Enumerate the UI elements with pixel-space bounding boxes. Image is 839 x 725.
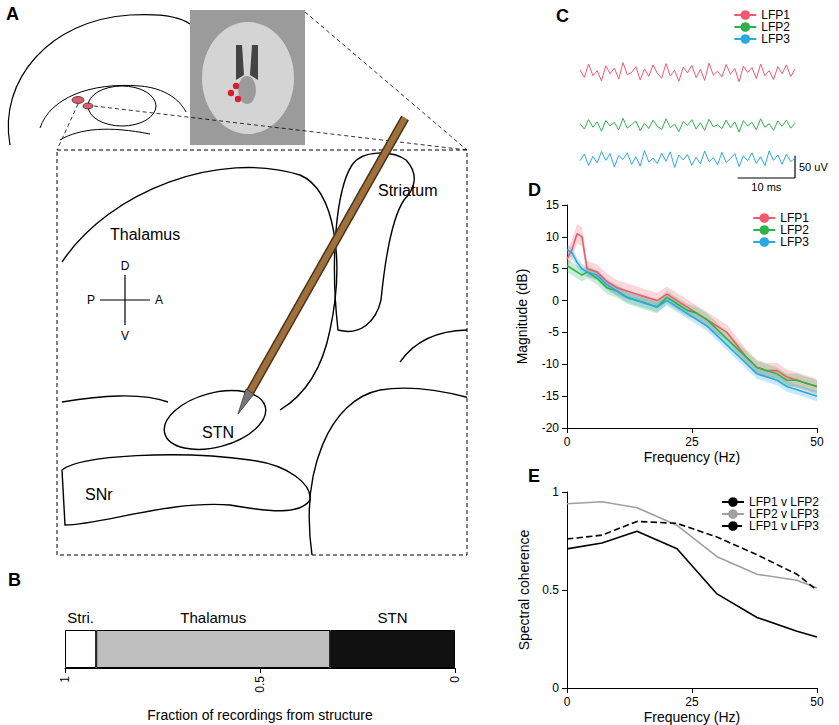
svg-text:0: 0 (552, 681, 559, 695)
svg-text:LFP1: LFP1 (780, 211, 809, 225)
svg-text:D: D (121, 259, 130, 273)
html-text:C: C (556, 6, 569, 26)
svg-text:-15: -15 (542, 389, 560, 403)
svg-text:-20: -20 (542, 421, 560, 435)
svg-text:1: 1 (58, 676, 72, 683)
svg-text:LFP2 v LFP3: LFP2 v LFP3 (749, 507, 819, 521)
svg-text:25: 25 (685, 695, 699, 709)
html-text:D: D (528, 180, 541, 200)
svg-text:50: 50 (810, 435, 824, 449)
svg-text:LFP3: LFP3 (780, 235, 809, 249)
svg-text:LFP2: LFP2 (761, 20, 790, 34)
svg-text:10: 10 (546, 230, 560, 244)
svg-text:Frequency (Hz): Frequency (Hz) (644, 449, 740, 465)
svg-text:0: 0 (552, 294, 559, 308)
svg-text:25: 25 (685, 435, 699, 449)
svg-text:LFP2: LFP2 (780, 223, 809, 237)
svg-text:Thalamus: Thalamus (180, 609, 246, 626)
svg-text:Thalamus: Thalamus (110, 226, 180, 243)
svg-text:0.5: 0.5 (542, 583, 559, 597)
svg-text:Fraction of recordings from st: Fraction of recordings from structure (147, 707, 373, 723)
svg-text:V: V (121, 329, 129, 343)
svg-text:P: P (87, 293, 95, 307)
svg-text:0: 0 (564, 695, 571, 709)
svg-text:SNr: SNr (85, 486, 113, 503)
svg-text:5: 5 (552, 262, 559, 276)
svg-text:A: A (6, 4, 19, 24)
svg-text:LFP1: LFP1 (761, 8, 790, 22)
svg-text:Spectral coherence: Spectral coherence (516, 529, 532, 650)
svg-text:-10: -10 (542, 357, 560, 371)
svg-text:Magnitude (dB): Magnitude (dB) (514, 269, 530, 365)
svg-text:1: 1 (552, 485, 559, 499)
svg-text:0.5: 0.5 (253, 676, 267, 693)
html-text:B: B (8, 570, 21, 590)
svg-text:STN: STN (378, 609, 408, 626)
svg-text:-5: -5 (548, 325, 559, 339)
svg-text:0: 0 (448, 676, 462, 683)
svg-text:Striatum: Striatum (378, 182, 438, 199)
svg-text:LFP3: LFP3 (761, 32, 790, 46)
svg-text:50: 50 (810, 695, 824, 709)
svg-text:10 ms: 10 ms (751, 181, 781, 193)
svg-text:Frequency (Hz): Frequency (Hz) (644, 709, 740, 725)
svg-text:A: A (155, 293, 163, 307)
svg-text:LFP1 v LFP2: LFP1 v LFP2 (749, 495, 819, 509)
svg-text:Stri.: Stri. (67, 609, 94, 626)
svg-text:LFP1 v LFP3: LFP1 v LFP3 (749, 519, 819, 533)
svg-text:15: 15 (546, 198, 560, 212)
svg-text:50 uV: 50 uV (799, 161, 828, 173)
svg-text:0: 0 (564, 435, 571, 449)
svg-text:STN: STN (202, 424, 234, 441)
html-text:E: E (528, 466, 540, 486)
